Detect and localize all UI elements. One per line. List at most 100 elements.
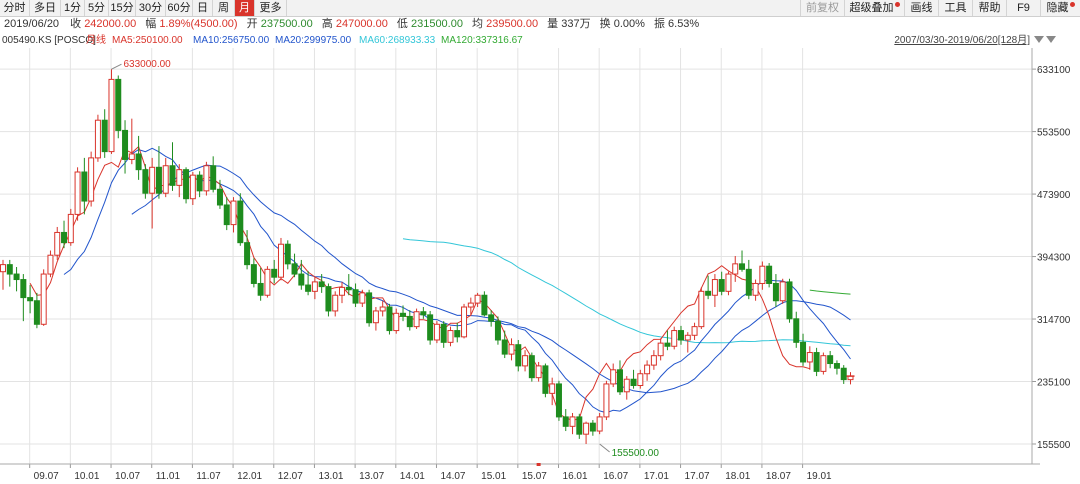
candle-body [793, 318, 800, 343]
period-tab-10[interactable]: 更多 [255, 0, 287, 16]
date-label: 2019/06/20 [4, 18, 63, 30]
candle [603, 380, 610, 421]
toolbar-button-1[interactable]: 超级叠加 [844, 0, 904, 16]
candle-body [359, 292, 366, 304]
candle-body [47, 254, 54, 275]
candle-body [650, 355, 657, 366]
candle [515, 339, 522, 372]
candle [800, 333, 807, 366]
toolbar-button-6[interactable]: 隐藏 [1040, 0, 1080, 16]
toolbar-button-4[interactable]: 帮助 [972, 0, 1006, 16]
candle [169, 142, 176, 191]
candle [345, 274, 352, 296]
candle-body [13, 273, 20, 281]
candle [583, 421, 590, 444]
candle [616, 360, 623, 395]
candle-body [250, 264, 257, 284]
candle-body [454, 330, 461, 338]
toolbar-button-0[interactable]: 前复权 [800, 0, 844, 16]
candle-body [413, 311, 420, 328]
period-tab-5[interactable]: 30分 [136, 0, 166, 16]
candle [678, 325, 684, 345]
indicator-line: 005490.KS [POSCO] 月线 MA5:250100.00 MA10:… [0, 34, 1080, 48]
period-tab-9[interactable]: 月 [235, 0, 255, 16]
candle [216, 179, 223, 209]
x-tick-label: 10.07 [115, 471, 140, 482]
candle-body [284, 243, 291, 265]
candle-body [54, 231, 61, 256]
candle [739, 250, 746, 272]
amplitude-value: 6.53% [668, 18, 700, 30]
candle [427, 310, 434, 345]
x-tick-label: 11.07 [196, 471, 221, 482]
candle [766, 263, 773, 288]
zoom-in-icon[interactable] [1046, 36, 1056, 43]
ma10-label: MA10:256750.00 [193, 35, 270, 46]
candle-body [135, 153, 142, 171]
candle [27, 285, 34, 314]
candle [277, 237, 284, 281]
candle [827, 350, 834, 369]
candle-body [257, 282, 264, 296]
candle-body [271, 268, 278, 278]
candle-body [813, 352, 820, 372]
zoom-out-icon[interactable] [1034, 36, 1044, 43]
candle-body [88, 157, 95, 202]
candle [732, 256, 739, 282]
candle-body [711, 279, 718, 296]
period-tab-2[interactable]: 1分 [61, 0, 85, 16]
min-annotation-label: 155500.00 [612, 448, 660, 459]
period-tab-1[interactable]: 多日 [30, 0, 61, 16]
candle [711, 274, 718, 308]
period-tab-8[interactable]: 周 [213, 0, 235, 16]
candle [244, 230, 251, 270]
candle-body [542, 365, 549, 394]
period-tab-6[interactable]: 60分 [166, 0, 193, 16]
x-tick-label: 16.07 [603, 471, 628, 482]
candle [637, 369, 644, 389]
turnover-label: 换 [599, 18, 614, 30]
candle [54, 226, 61, 260]
turnover-value: 0.00% [613, 18, 648, 30]
symbol-label: 005490.KS [POSCO] [2, 35, 96, 46]
y-tick-label: 473900 [1037, 190, 1071, 201]
candle [379, 300, 386, 317]
toolbar: 分时 多日 1分 5分 15分 30分 60分日周月更多 隐藏 F9 帮助 工具 画线 超级叠加 前复权 [0, 0, 1080, 17]
candle [81, 157, 88, 215]
candle-body [481, 294, 488, 316]
candle [40, 269, 47, 326]
x-tick-label: 11.01 [156, 471, 181, 482]
period-tab-4[interactable]: 15分 [109, 0, 136, 16]
candle [332, 291, 339, 317]
toolbar-button-label: 帮助 [978, 2, 1001, 14]
candle-body [169, 165, 176, 186]
date-range-link[interactable]: 2007/03/30-2019/06/20[128月] [894, 35, 1030, 46]
candle-body [549, 383, 556, 394]
candle [88, 151, 95, 207]
toolbar-button-5[interactable]: F9 [1006, 0, 1040, 16]
candle-body [766, 265, 773, 284]
candle-body [461, 306, 468, 338]
candle-body [596, 416, 603, 432]
candle [284, 240, 291, 270]
toolbar-button-3[interactable]: 工具 [938, 0, 972, 16]
low-value: 231500.00 [410, 18, 467, 30]
candle [162, 157, 169, 198]
candle-body [806, 352, 813, 363]
candle [108, 69, 115, 154]
period-tab-0[interactable]: 分时 [0, 0, 30, 16]
candle [128, 118, 135, 165]
toolbar-button-2[interactable]: 画线 [904, 0, 938, 16]
period-tab-3[interactable]: 5分 [85, 0, 109, 16]
candle [183, 167, 190, 204]
candle [67, 208, 74, 246]
candle [691, 322, 698, 340]
candle [149, 157, 156, 229]
candle-body [33, 300, 40, 325]
candle [840, 365, 847, 384]
candle [833, 360, 840, 375]
period-tab-7[interactable]: 日 [193, 0, 213, 16]
candle-body [433, 323, 440, 341]
candle-body [576, 416, 583, 435]
